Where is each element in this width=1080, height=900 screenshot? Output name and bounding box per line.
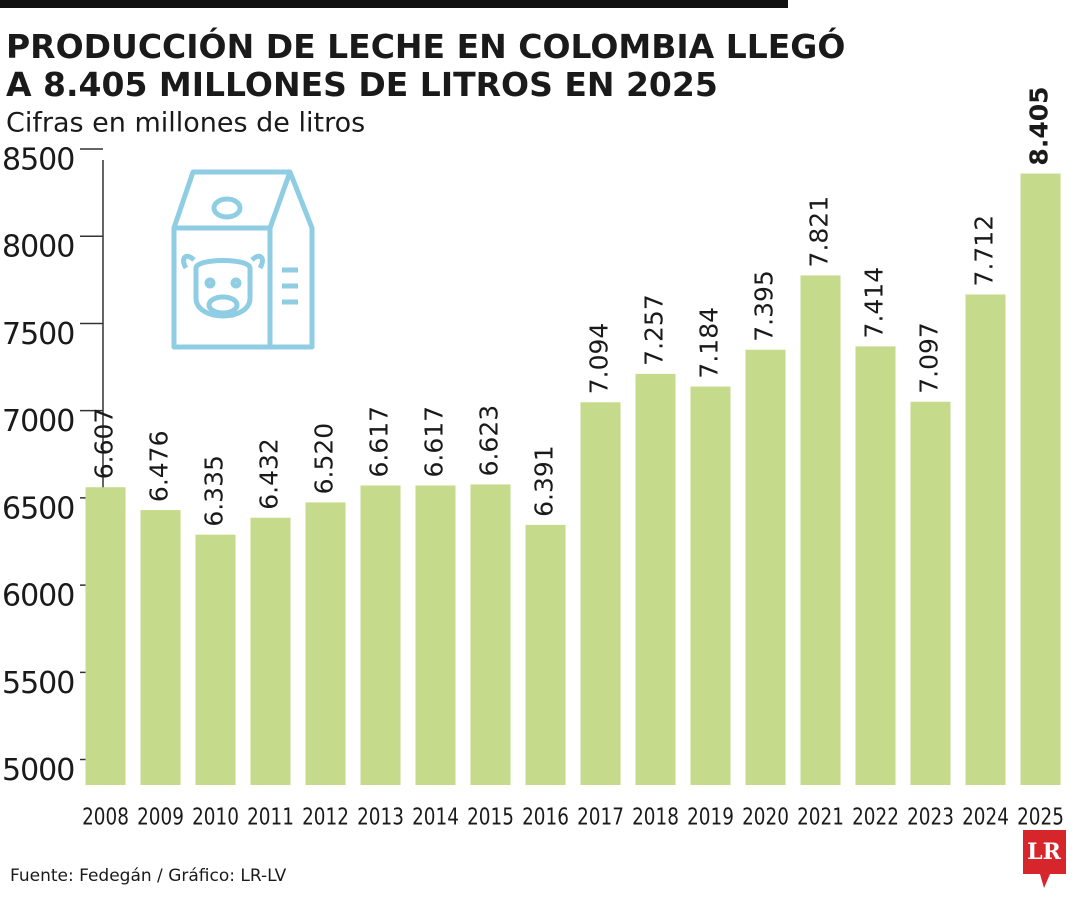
y-tick-label: 6500 xyxy=(2,491,74,526)
x-tick-label: 2023 xyxy=(907,804,954,831)
bar xyxy=(85,487,126,785)
value-label: 6.623 xyxy=(475,405,504,477)
bar xyxy=(580,402,621,785)
bar xyxy=(855,346,896,785)
x-tick-label: 2019 xyxy=(687,804,734,831)
x-tick-label: 2008 xyxy=(82,804,129,831)
bar xyxy=(1020,173,1061,786)
y-tick-label: 5000 xyxy=(2,753,74,788)
x-tick-label: 2014 xyxy=(412,804,459,831)
value-label: 6.476 xyxy=(145,430,174,502)
x-tick-label: 2025 xyxy=(1017,804,1064,831)
bar xyxy=(690,386,731,785)
y-tick-label: 6000 xyxy=(2,579,74,614)
chart-title: PRODUCCIÓN DE LECHE EN COLOMBIA LLEGÓ A … xyxy=(6,26,857,104)
x-tick-label: 2009 xyxy=(137,804,184,831)
bar xyxy=(635,373,676,785)
value-label: 7.184 xyxy=(695,307,724,379)
value-label: 7.097 xyxy=(915,322,944,394)
value-label: 7.094 xyxy=(585,323,614,395)
bar xyxy=(415,485,456,785)
value-label: 6.432 xyxy=(255,438,284,510)
value-label: 6.520 xyxy=(310,423,339,495)
source: Fuente: Fedegán / Gráfico: LR-LV xyxy=(10,866,287,886)
value-label: 7.414 xyxy=(860,267,889,339)
value-label: 6.607 xyxy=(90,408,119,480)
title-line: PRODUCCIÓN DE LECHE EN COLOMBIA LLEGÓ xyxy=(6,26,845,66)
bar xyxy=(800,275,841,785)
bar xyxy=(910,401,951,785)
bar xyxy=(965,294,1006,785)
x-tick-label: 2012 xyxy=(302,804,349,831)
x-tick-label: 2013 xyxy=(357,804,404,831)
value-label: 6.617 xyxy=(420,406,449,478)
x-tick-label: 2024 xyxy=(962,804,1009,831)
bar xyxy=(525,524,566,785)
value-label: 7.712 xyxy=(970,215,999,287)
x-tick-label: 2016 xyxy=(522,804,569,831)
y-tick-label: 7500 xyxy=(2,317,74,352)
value-label: 6.391 xyxy=(530,445,559,517)
bar xyxy=(140,510,181,785)
bar xyxy=(470,484,511,785)
value-label: 7.395 xyxy=(750,270,779,342)
top-rule xyxy=(0,0,788,8)
value-label: 6.617 xyxy=(365,406,394,478)
title-line: A 8.405 MILLONES DE LITROS EN 2025 xyxy=(6,65,718,104)
value-label: 6.335 xyxy=(200,455,229,527)
bar xyxy=(360,485,401,785)
y-tick-label: 5500 xyxy=(2,666,74,701)
x-tick-label: 2010 xyxy=(192,804,239,831)
x-tick-label: 2015 xyxy=(467,804,514,831)
logo: LR xyxy=(1027,839,1061,865)
x-tick-label: 2018 xyxy=(632,804,679,831)
value-label: 7.821 xyxy=(805,196,834,268)
bar xyxy=(305,502,346,785)
logo-box xyxy=(1023,830,1066,888)
bar xyxy=(745,349,786,785)
x-tick-label: 2022 xyxy=(852,804,899,831)
x-tick-label: 2021 xyxy=(797,804,844,831)
x-tick-label: 2011 xyxy=(247,804,294,831)
bar xyxy=(250,517,291,785)
y-tick-label: 8000 xyxy=(2,230,74,265)
milk-carton-icon xyxy=(171,169,315,350)
y-tick-label: 7000 xyxy=(2,404,74,439)
value-label: 7.257 xyxy=(640,294,669,366)
chart-subtitle: Cifras en millones de litros xyxy=(6,108,365,139)
x-tick-label: 2020 xyxy=(742,804,789,831)
bar xyxy=(195,534,236,785)
y-tick-label: 8500 xyxy=(2,143,74,178)
x-tick-label: 2017 xyxy=(577,804,624,831)
value-label: 8.405 xyxy=(1025,86,1054,165)
